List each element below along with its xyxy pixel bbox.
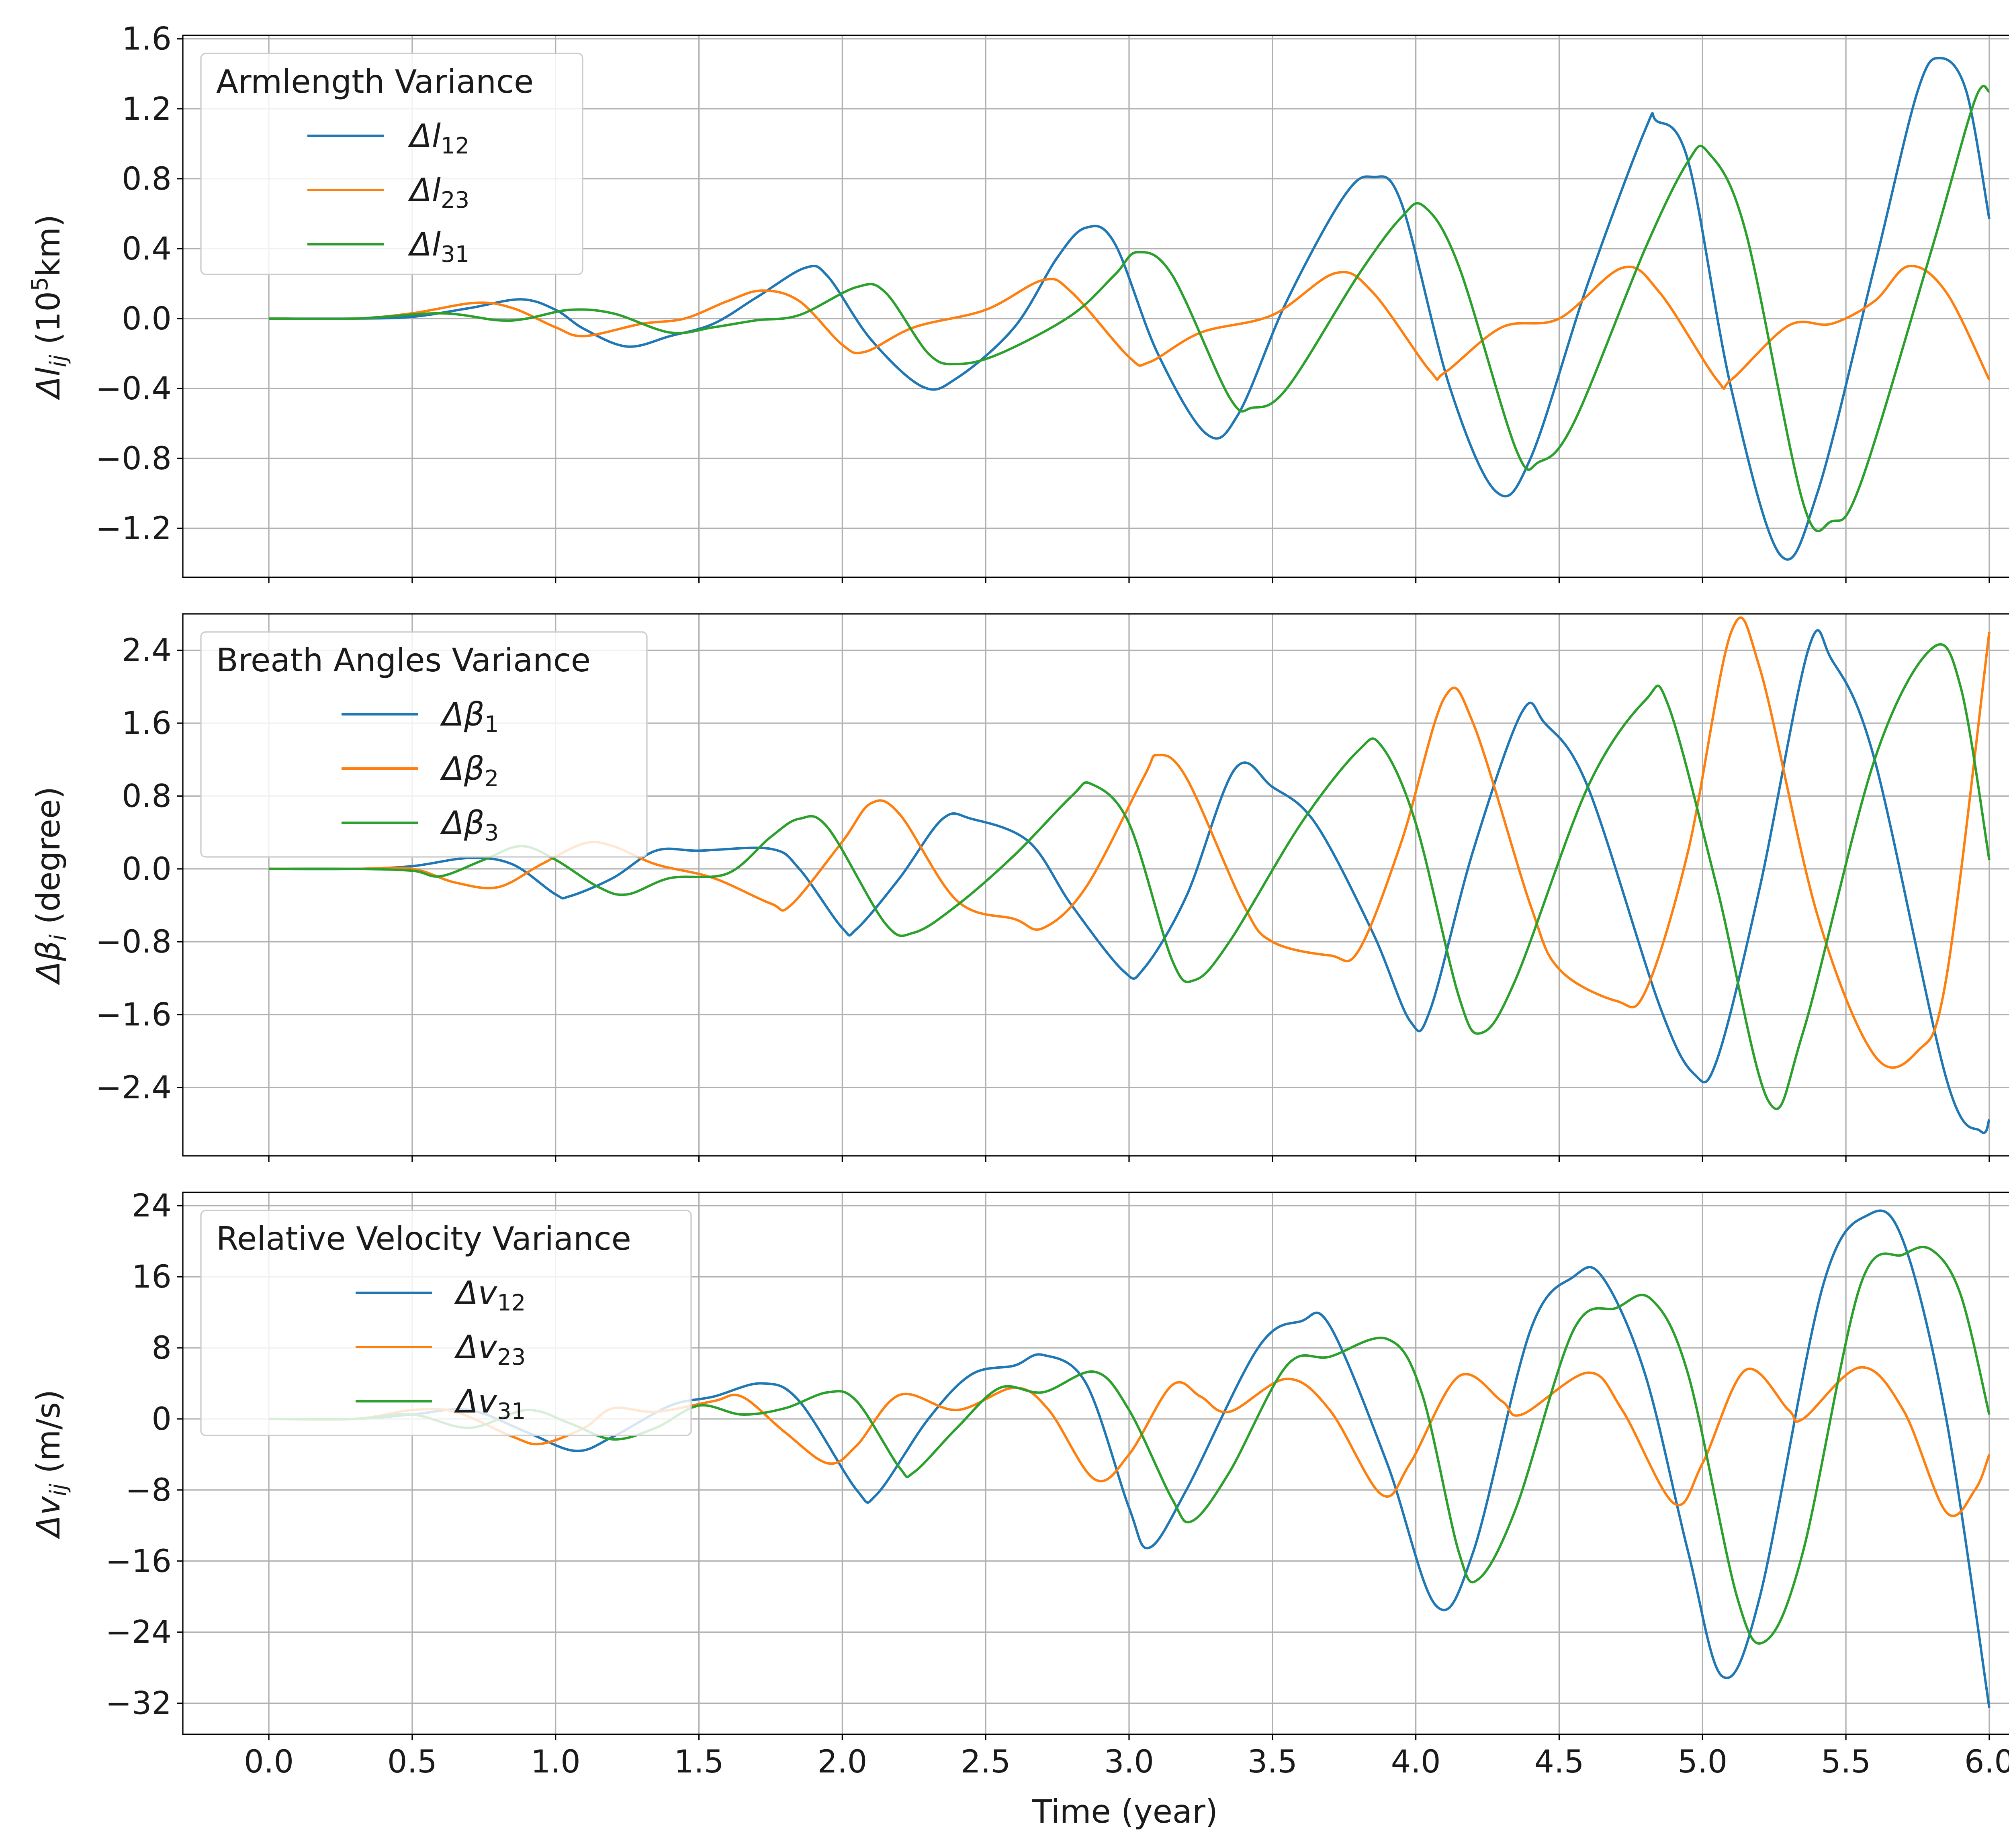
- x-tick-label: 5.5: [1821, 1744, 1871, 1780]
- y-tick-label: 1.2: [122, 91, 172, 127]
- y-tick-label: 1.6: [122, 705, 172, 742]
- series-line-1: [269, 1209, 1991, 1708]
- legend-entry-1: Δl12: [407, 117, 469, 159]
- series-line-2: [269, 265, 1991, 390]
- x-tick-label: 0.5: [387, 1744, 437, 1780]
- y-tick-label: 24: [132, 1188, 172, 1224]
- legend-entry-3: Δl31: [407, 226, 469, 268]
- panel-relative-velocity: 0.0 0.5 1.0 1.5 2.0 2.5 3.0 3.5 4.0 4.5 5.0 5.5 6.0 −…: [30, 1188, 2009, 1780]
- y-tick-label: 0.8: [122, 161, 172, 197]
- y-tick-label: 0: [151, 1401, 172, 1437]
- legend-entry-2: Δβ2: [440, 750, 499, 792]
- legend-entry-3: Δβ3: [440, 804, 499, 846]
- y-tick-label: 8: [151, 1330, 172, 1366]
- y-tick-label: −0.8: [96, 441, 172, 477]
- series-group: [269, 57, 1991, 561]
- y-tick-label: −0.4: [96, 371, 172, 407]
- x-tick-label: 6.0: [1964, 1744, 2009, 1780]
- series-group: [269, 616, 1991, 1134]
- x-tick-label: 2.5: [961, 1744, 1011, 1780]
- y-axis-label: Δlij (105km): [27, 215, 72, 401]
- legend-entry-2: Δl23: [407, 172, 469, 213]
- x-tick-label: 3.5: [1248, 1744, 1297, 1780]
- y-tick-label: −32: [105, 1686, 172, 1722]
- y-tick-label: −16: [105, 1543, 172, 1580]
- x-tick-label: 2.0: [817, 1744, 867, 1780]
- x-tick-label: 4.5: [1534, 1744, 1584, 1780]
- y-tick-label: −0.8: [96, 924, 172, 960]
- legend-box: [200, 1210, 692, 1436]
- series-line-1: [269, 629, 1991, 1134]
- legend-entry-1: Δβ1: [440, 696, 499, 738]
- series-line-2: [269, 616, 1991, 1069]
- legend-title: Breath Angles Variance: [216, 642, 591, 679]
- y-tick-label: 16: [132, 1259, 172, 1295]
- panel-armlength: −1.2 −0.8 −0.4 0.0 0.4 0.8 1.2 1.6 Δlij (105km) A…: [27, 21, 2009, 583]
- legend-title: Armlength Variance: [216, 63, 534, 100]
- x-tick-label: 0.0: [244, 1744, 294, 1780]
- x-tick-label: 3.0: [1104, 1744, 1154, 1780]
- legend-box: [200, 53, 583, 275]
- x-tick-label: 1.5: [674, 1744, 724, 1780]
- legend-entry-1: Δv12: [454, 1274, 526, 1316]
- y-tick-label: 2.4: [122, 633, 172, 669]
- x-tick-label: 1.0: [531, 1744, 581, 1780]
- x-tick-label: 5.0: [1678, 1744, 1727, 1780]
- series-line-3: [269, 85, 1990, 532]
- legend: Breath Angles Variance Δβ1 Δβ2 Δβ3: [200, 631, 648, 858]
- y-tick-label: 0.0: [122, 851, 172, 887]
- legend-title: Relative Velocity Variance: [216, 1220, 631, 1257]
- y-axis-label: Δvij (m/s): [30, 1390, 72, 1540]
- y-tick-label: 0.8: [122, 778, 172, 814]
- x-axis-label: Time (year): [1032, 1793, 1218, 1830]
- y-tick-label: −2.4: [96, 1070, 172, 1106]
- y-tick-label: −1.6: [96, 997, 172, 1033]
- y-axis-label: Δβi (degree): [30, 787, 72, 986]
- y-tick-label: 0.0: [122, 301, 172, 337]
- series-line-3: [269, 643, 1991, 1110]
- y-tick-label: 0.4: [122, 231, 172, 267]
- y-tick-label: −8: [125, 1472, 172, 1509]
- y-tick-label: 1.6: [122, 21, 172, 57]
- legend-box: [200, 631, 648, 858]
- legend-entry-3: Δv31: [454, 1383, 526, 1425]
- x-tick-label: 4.0: [1391, 1744, 1441, 1780]
- legend: Relative Velocity Variance Δv12 Δv23 Δv31: [200, 1210, 692, 1436]
- y-tick-label: −1.2: [96, 511, 172, 547]
- y-tick-label: −24: [105, 1615, 172, 1651]
- legend: Armlength Variance Δl12 Δl23 Δl31: [200, 53, 583, 275]
- legend-entry-2: Δv23: [454, 1329, 526, 1370]
- panel-breath-angles: −2.4 −1.6 −0.8 0.0 0.8 1.6 2.4 Δβi (degree) Brea…: [30, 613, 2009, 1162]
